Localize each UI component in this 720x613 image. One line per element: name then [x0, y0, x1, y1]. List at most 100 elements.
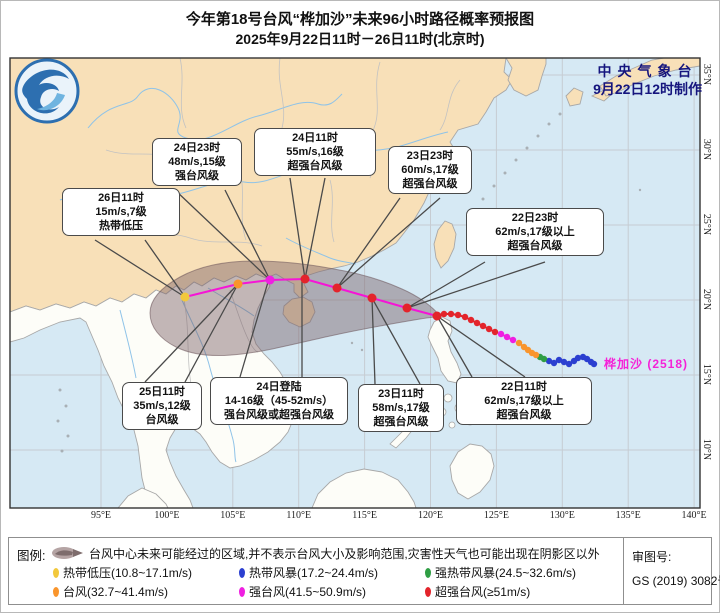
lon-label: 125°E: [483, 510, 509, 521]
cone-swatch-icon: [52, 547, 83, 559]
legend-item-ts: 热带风暴(17.2~24.4m/s): [239, 564, 378, 581]
sty-dot-icon: [239, 587, 245, 597]
storm-name-label: 桦加沙 (2518): [604, 357, 689, 371]
td-dot-icon: [53, 568, 59, 578]
history-dot: [550, 359, 558, 367]
korea-peninsula: [505, 58, 547, 97]
lon-label: 130°E: [549, 510, 575, 521]
mindanao-island: [449, 443, 495, 500]
callout-wind: 15m/s,7级: [95, 206, 147, 218]
small-islands: [56, 112, 642, 453]
callout-time: 22日23时: [511, 212, 559, 224]
lat-label: 10°N: [701, 438, 713, 461]
sumatra-island: [117, 487, 169, 508]
history-dot: [485, 325, 493, 333]
history-dot: [467, 316, 475, 324]
history-dot: [509, 336, 517, 344]
history-dot: [520, 343, 528, 351]
approval-section: 审图号: GS (2019) 3082号: [623, 538, 720, 604]
callout-time: 25日11时: [139, 386, 185, 398]
callout-22d23h: 22日23时 62m/s,17级以上 超强台风级: [466, 208, 604, 256]
legend-item-sty: 强台风(41.5~50.9m/s): [239, 583, 366, 600]
callout-time: 26日11时: [98, 192, 144, 204]
callout-time: 24日23时: [173, 142, 221, 154]
lat-label: 15°N: [701, 363, 713, 386]
callout-category: 强台风级: [175, 170, 219, 182]
lon-label: 140°E: [681, 510, 707, 521]
history-dot: [515, 339, 523, 347]
legend-item-ty: 台风(32.7~41.4m/s): [53, 583, 168, 600]
lat-label: 25°N: [701, 213, 713, 236]
history-dot: [545, 357, 553, 365]
ty-dot-icon: [53, 587, 59, 597]
lon-label: 105°E: [220, 510, 246, 521]
map-frame: [9, 57, 701, 509]
callout-time: 23日23时: [406, 150, 454, 162]
legend-box: 图例: 台风中心未来可能经过的区域,并不表示台风大小及影响范围,灾害性天气也可能…: [8, 537, 720, 605]
callout-category: 超强台风级: [373, 416, 429, 428]
forecast-dot: [432, 311, 442, 321]
callout-wind: 60m/s,17级: [401, 164, 459, 176]
forecast-dot: [180, 292, 190, 302]
lon-label: 135°E: [615, 510, 641, 521]
super-ty-dot-icon: [425, 587, 431, 597]
taiwan-island: [433, 220, 457, 269]
callout-category: 超强台风级: [402, 178, 458, 190]
history-dot: [579, 353, 587, 361]
hainan-island: [282, 296, 316, 328]
sts-dot-icon: [425, 568, 431, 578]
callout-category: 超强台风级: [496, 409, 552, 421]
legend-item-super-ty: 超强台风(≥51m/s): [425, 583, 530, 600]
legend-title: 图例:: [17, 549, 46, 563]
callout-category: 超强台风级: [287, 160, 343, 172]
lon-label: 110°E: [286, 510, 312, 521]
callout-23d11h: 23日11时 58m/s,17级 超强台风级: [358, 384, 444, 432]
forecast-dot: [233, 279, 243, 289]
callout-24d11h: 24日11时 55m/s,16级 超强台风级: [254, 128, 376, 176]
luzon-island: [427, 316, 462, 384]
history-dot: [454, 311, 462, 319]
approval-label: 审图号:: [632, 550, 672, 564]
history-dot: [565, 360, 573, 368]
callout-wind: 48m/s,15级: [168, 156, 226, 168]
history-dot: [503, 333, 511, 341]
forecast-dot: [265, 275, 275, 285]
forecast-dot: [332, 283, 342, 293]
callout-wind: 55m/s,16级: [286, 146, 344, 158]
agency-name: 中央气象台: [597, 63, 698, 79]
history-dot: [473, 319, 481, 327]
callout-22d11h: 22日11时 62m/s,17级以上 超强台风级: [456, 377, 592, 425]
callout-wind: 35m/s,12级: [133, 400, 191, 412]
lat-label: 35°N: [701, 63, 713, 86]
history-dot: [491, 328, 499, 336]
lon-label: 120°E: [417, 510, 444, 521]
legend-item-td: 热带低压(10.8~17.1m/s): [53, 564, 192, 581]
callout-23d23h: 23日23时 60m/s,17级 超强台风级: [388, 146, 472, 194]
japan-islands: [599, 58, 700, 97]
history-dot: [461, 313, 469, 321]
callout-26d11h: 26日11时 15m/s,7级 热带低压: [62, 188, 180, 236]
ts-dot-icon: [239, 568, 245, 578]
callout-wind: 58m/s,17级: [372, 402, 430, 414]
lon-label: 115°E: [352, 510, 377, 521]
callout-24d23h: 24日23时 48m/s,15级 强台风级: [152, 138, 242, 186]
callout-time: 24日登陆: [256, 381, 302, 393]
history-dot: [560, 358, 568, 366]
forecast-dot: [367, 293, 377, 303]
history-dot: [440, 310, 448, 318]
lat-label: 20°N: [701, 288, 713, 311]
lon-label: 95°E: [90, 510, 112, 521]
approval-number: GS (2019) 3082号: [632, 574, 720, 588]
cma-logo-icon: [14, 58, 80, 124]
borneo-island: [311, 468, 417, 508]
history-dot: [497, 330, 505, 338]
callout-wind: 62m/s,17级以上: [484, 395, 564, 407]
callout-category: 强台风级或超强台风级: [224, 409, 334, 421]
callout-wind: 62m/s,17级以上: [495, 226, 575, 238]
history-dot: [447, 310, 455, 318]
lat-label: 30°N: [701, 138, 713, 161]
legend-item-sts: 强热带风暴(24.5~32.6m/s): [425, 564, 576, 581]
history-dot: [570, 357, 578, 365]
forecast-dot: [402, 303, 412, 313]
